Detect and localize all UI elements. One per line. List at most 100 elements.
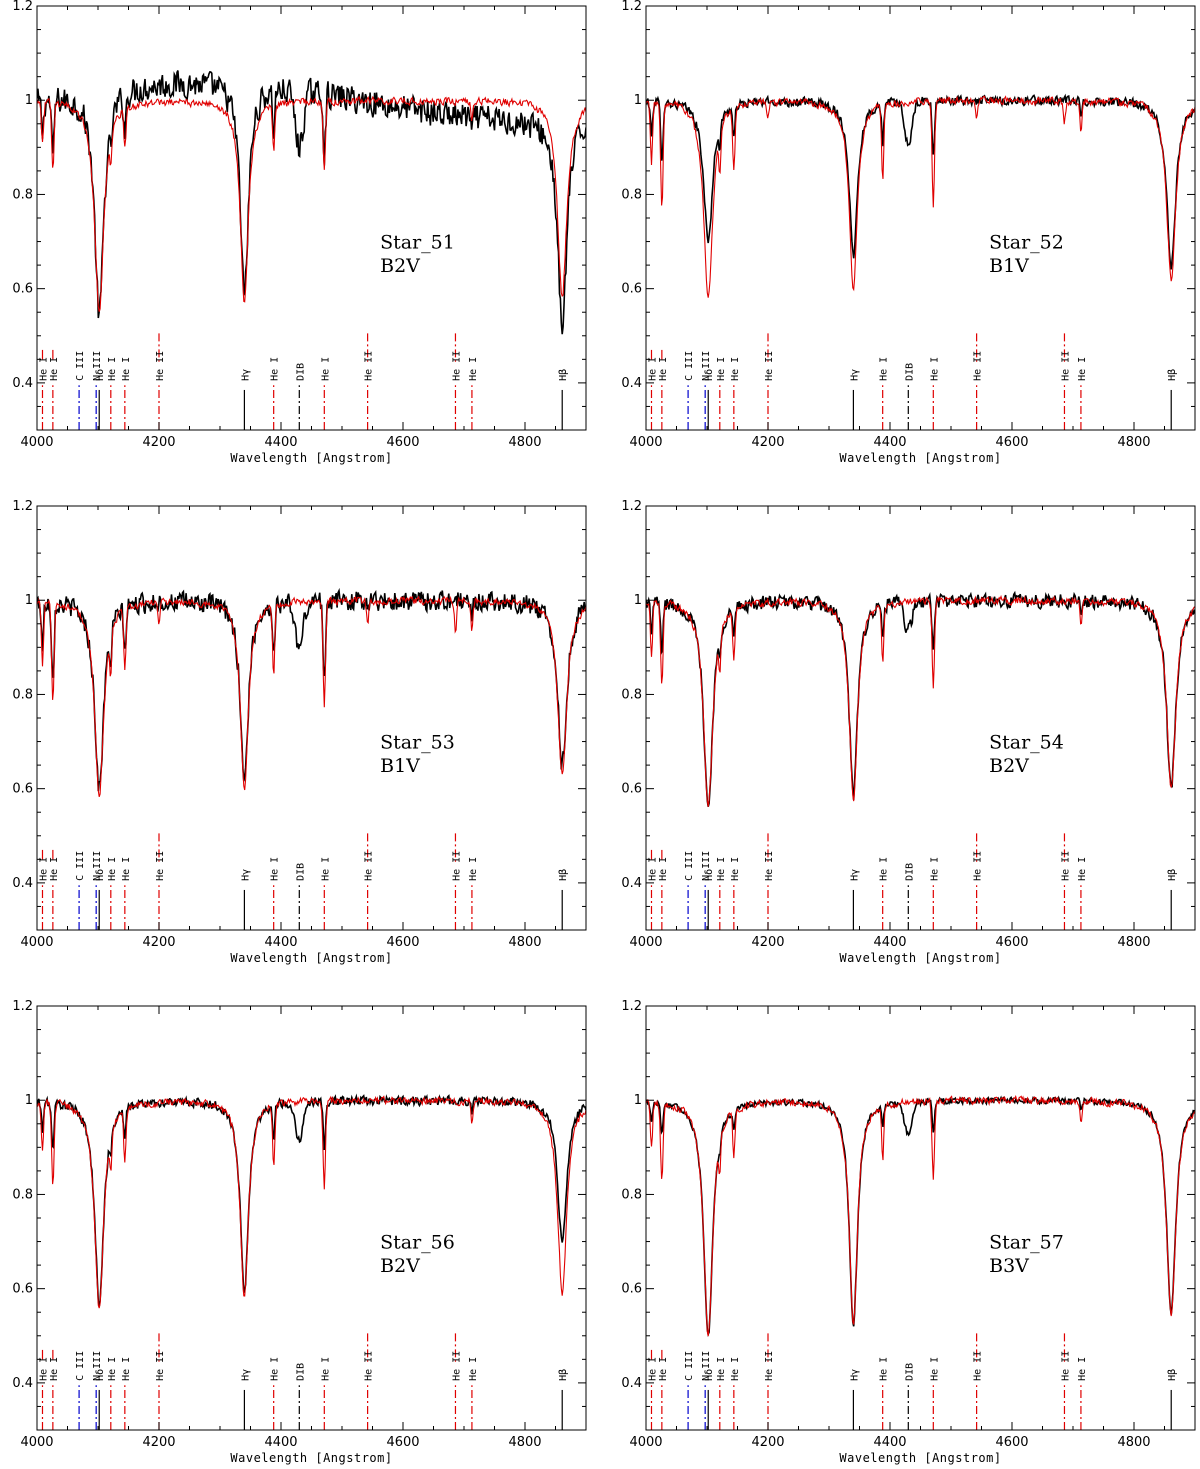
x-tick-label: 4200 — [751, 435, 784, 450]
line-label: C III — [75, 351, 86, 381]
star-name: Star_51 — [380, 232, 455, 254]
line-label: He I — [38, 357, 49, 381]
line-label: He I — [929, 357, 940, 381]
series-observed — [646, 93, 1195, 270]
line-label: He I — [658, 857, 669, 881]
line-label: He I — [49, 357, 60, 381]
x-tick-label: 4400 — [873, 935, 906, 950]
y-tick-label: 1 — [25, 1093, 33, 1108]
star-name: Star_57 — [989, 1232, 1064, 1254]
x-tick-label: 4600 — [386, 1435, 419, 1450]
line-label: Hγ — [849, 869, 860, 881]
plot-frame — [645, 505, 1196, 931]
star-name: Star_54 — [989, 732, 1064, 754]
y-tick-label: 0.8 — [12, 187, 33, 202]
line-label: He I — [879, 857, 890, 881]
y-tick-label: 0.8 — [621, 687, 642, 702]
series-observed — [37, 70, 586, 335]
plot-frame — [645, 1005, 1196, 1431]
y-tick-label: 0.8 — [12, 1187, 33, 1202]
x-tick-label: 4200 — [142, 935, 175, 950]
line-label: He I — [647, 357, 658, 381]
x-tick-label: 4200 — [751, 935, 784, 950]
series-model — [37, 595, 586, 797]
y-tick-label: 0.8 — [12, 687, 33, 702]
x-axis-title: Wavelength [Angstrom] — [839, 1451, 1001, 1465]
line-label: He I — [468, 357, 479, 381]
line-label: He I — [270, 357, 281, 381]
line-label: He I — [1077, 857, 1088, 881]
x-tick-label: 4600 — [995, 435, 1028, 450]
x-tick-label: 4000 — [629, 435, 662, 450]
y-tick-label: 0.4 — [12, 376, 33, 391]
line-label: DIB — [904, 863, 915, 881]
y-tick-label: 1.2 — [621, 999, 642, 1014]
line-label: He II — [973, 851, 984, 881]
x-tick-label: 4800 — [1117, 1435, 1150, 1450]
line-label: He II — [155, 1351, 166, 1381]
spectral-type: B2V — [989, 755, 1029, 777]
line-label: He I — [38, 857, 49, 881]
line-label: Hδ — [704, 1369, 715, 1381]
y-tick-label: 0.6 — [12, 782, 33, 797]
line-label: He I — [716, 857, 727, 881]
x-tick-label: 4600 — [386, 435, 419, 450]
line-label: DIB — [295, 363, 306, 381]
line-label: C III — [75, 851, 86, 881]
spectral-type: B1V — [380, 755, 420, 777]
line-label: He II — [1060, 1351, 1071, 1381]
line-label: He I — [716, 1357, 727, 1381]
line-label: He II — [155, 351, 166, 381]
y-tick-label: 1 — [25, 593, 33, 608]
line-label: Hδ — [95, 369, 106, 381]
line-label: He II — [973, 351, 984, 381]
line-label: He I — [270, 857, 281, 881]
x-tick-label: 4800 — [508, 935, 541, 950]
y-tick-label: 1.2 — [621, 0, 642, 14]
series-model — [37, 95, 586, 312]
series-observed — [37, 587, 586, 792]
series-observed — [646, 590, 1195, 807]
x-tick-label: 4000 — [629, 935, 662, 950]
x-tick-label: 4000 — [20, 1435, 53, 1450]
x-tick-label: 4000 — [20, 935, 53, 950]
y-tick-label: 1.2 — [12, 0, 33, 14]
series-model — [646, 594, 1195, 807]
line-label: He I — [716, 357, 727, 381]
x-tick-label: 4600 — [995, 935, 1028, 950]
line-label: DIB — [295, 1363, 306, 1381]
series-model — [646, 95, 1195, 298]
line-label: N III — [92, 851, 103, 881]
y-tick-label: 0.8 — [621, 1187, 642, 1202]
line-label: He I — [730, 857, 741, 881]
line-label: Hδ — [704, 369, 715, 381]
x-axis-title: Wavelength [Angstrom] — [839, 451, 1001, 465]
line-label: Hβ — [1167, 1369, 1178, 1381]
y-tick-label: 0.6 — [12, 1282, 33, 1297]
x-axis-title: Wavelength [Angstrom] — [230, 951, 392, 965]
line-label: Hγ — [240, 1369, 251, 1381]
line-label: He I — [929, 857, 940, 881]
x-tick-label: 4200 — [142, 1435, 175, 1450]
x-tick-label: 4400 — [873, 1435, 906, 1450]
y-tick-label: 0.6 — [621, 1282, 642, 1297]
line-label: Hγ — [240, 869, 251, 881]
y-tick-label: 0.6 — [621, 282, 642, 297]
x-axis-title: Wavelength [Angstrom] — [230, 451, 392, 465]
x-tick-label: 4600 — [995, 1435, 1028, 1450]
y-tick-label: 1.2 — [621, 499, 642, 514]
line-label: He II — [451, 351, 462, 381]
line-label: N III — [92, 1351, 103, 1381]
line-label: Hγ — [849, 369, 860, 381]
line-label: Hβ — [558, 1369, 569, 1381]
x-tick-label: 4400 — [873, 435, 906, 450]
y-tick-label: 0.6 — [12, 282, 33, 297]
x-axis-title: Wavelength [Angstrom] — [230, 1451, 392, 1465]
star-name: Star_53 — [380, 732, 455, 754]
x-tick-label: 4400 — [264, 435, 297, 450]
line-label: Hγ — [240, 369, 251, 381]
line-label: He I — [121, 1357, 132, 1381]
